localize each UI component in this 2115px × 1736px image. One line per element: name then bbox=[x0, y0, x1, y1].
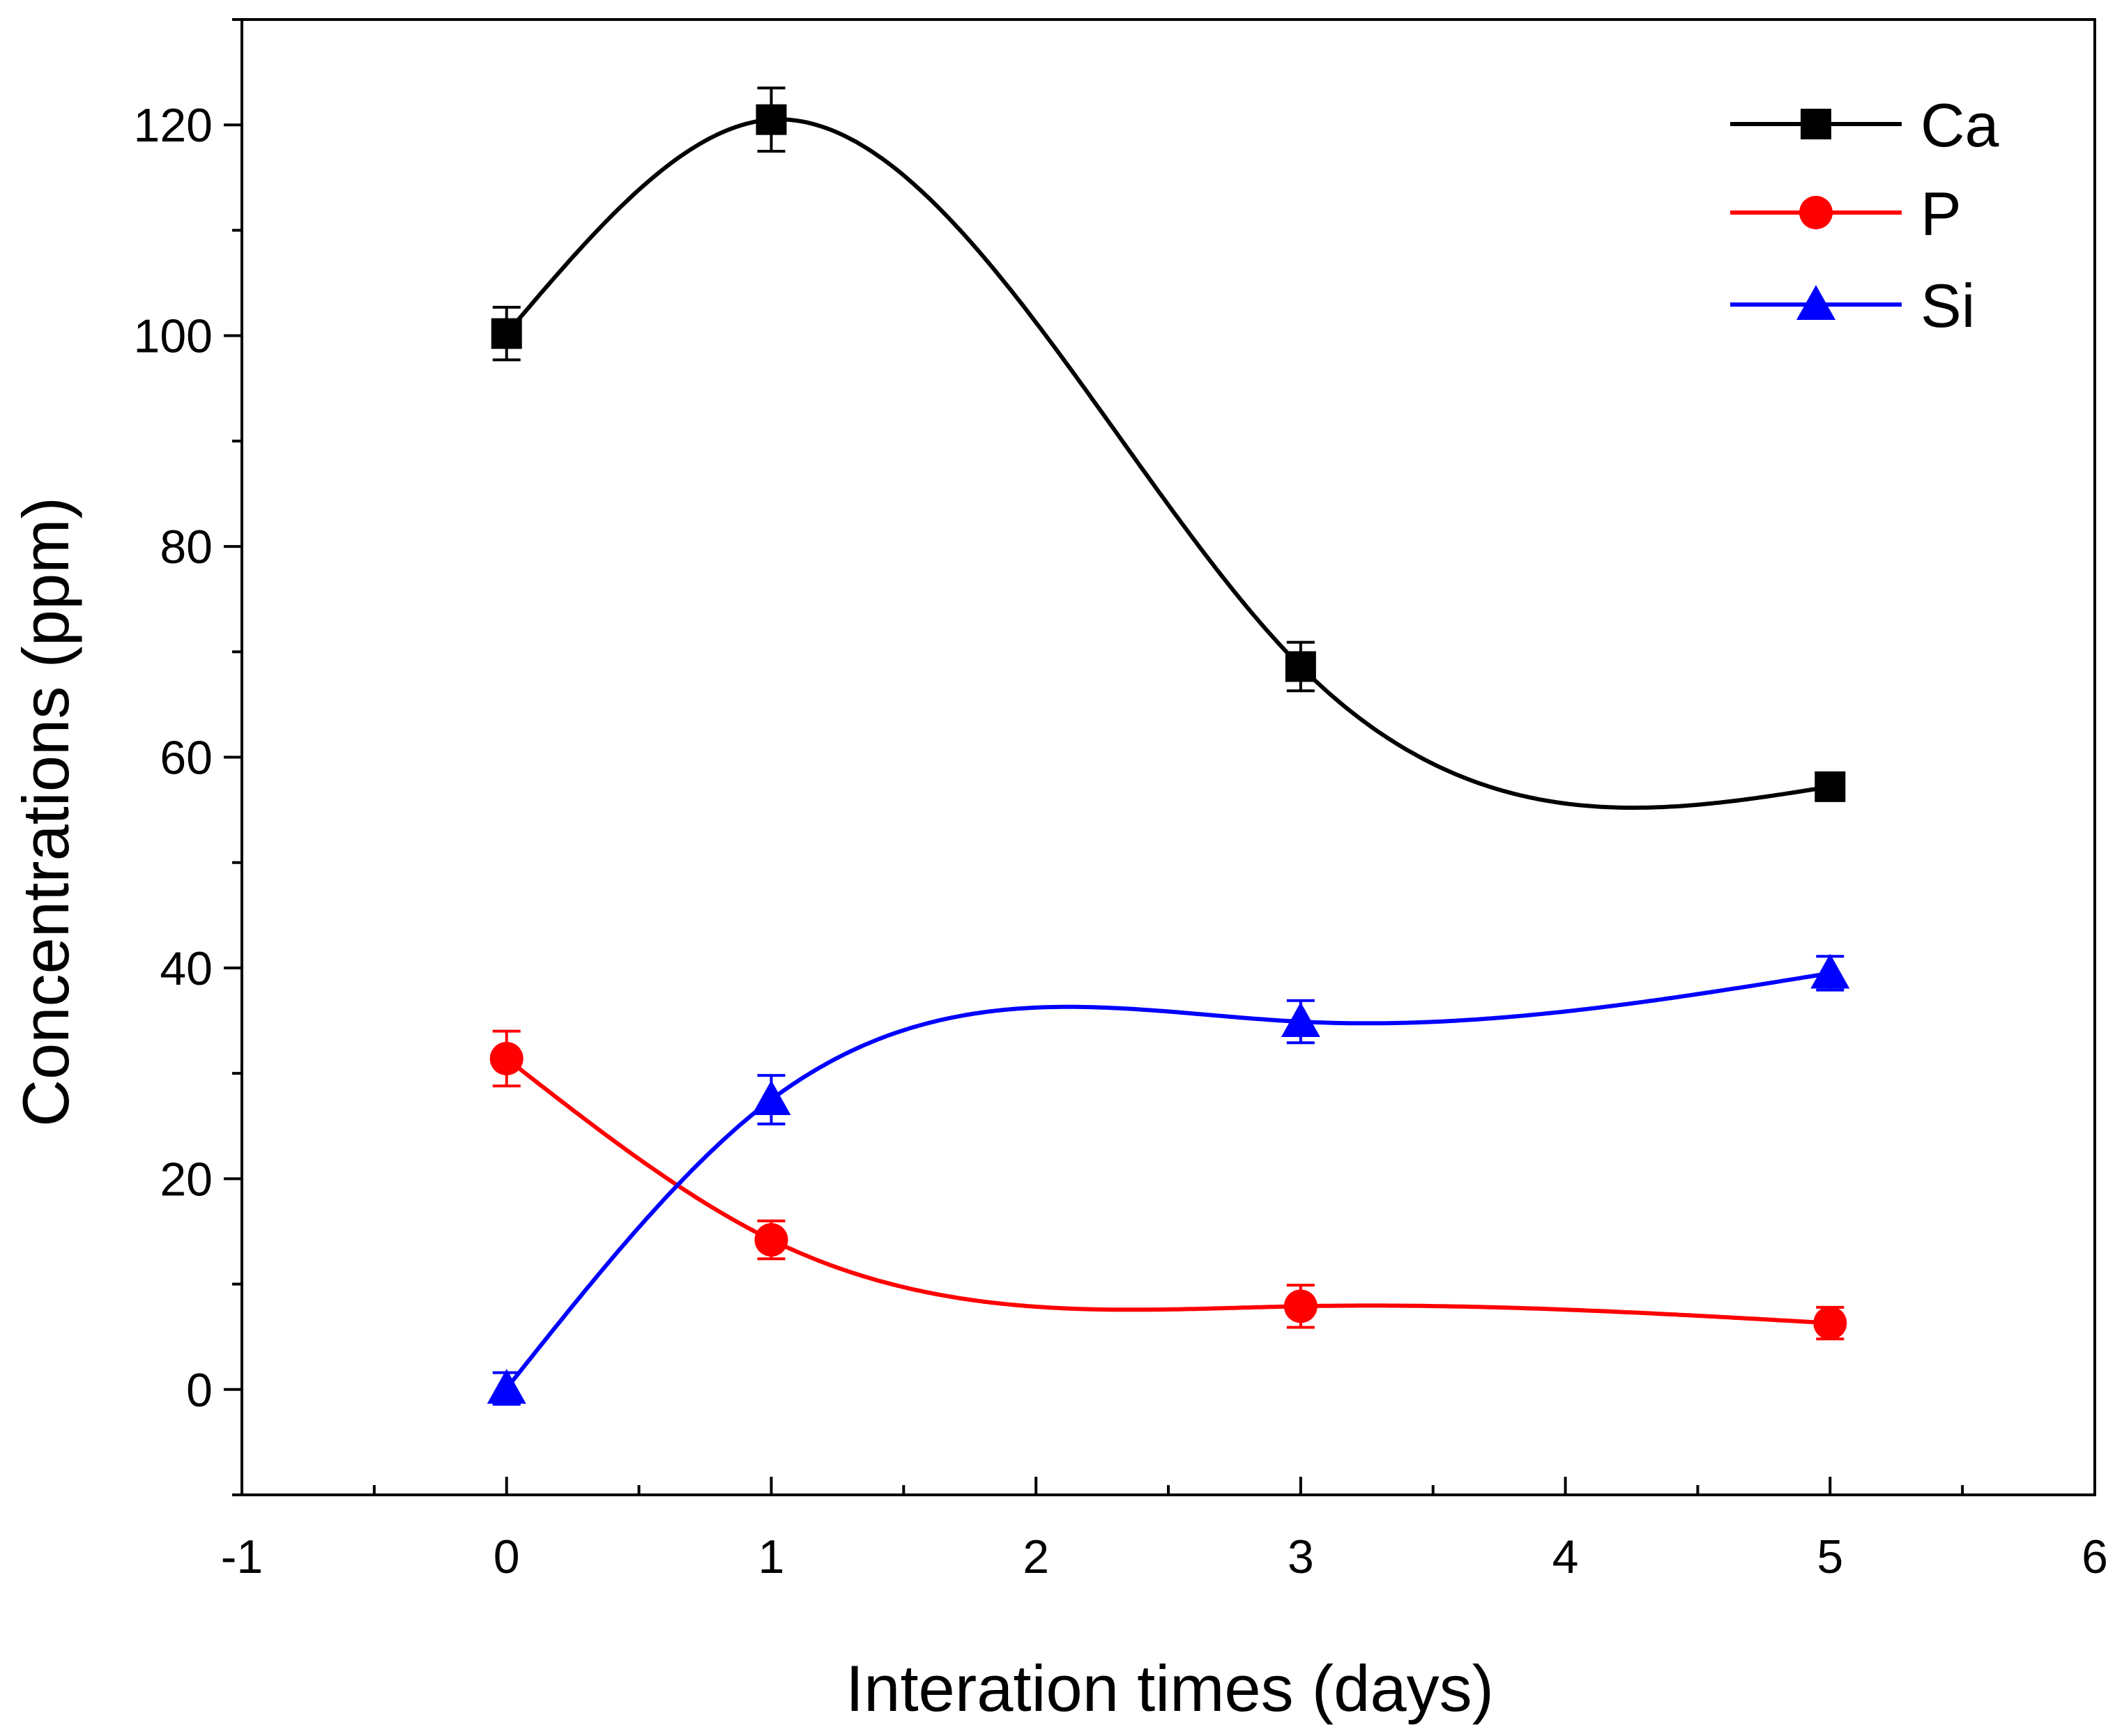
y-tick-label: 120 bbox=[134, 99, 213, 152]
y-tick-label: 100 bbox=[134, 310, 213, 363]
data-point-si bbox=[1281, 1002, 1320, 1038]
data-point-si bbox=[1810, 953, 1850, 989]
legend-item-p: P bbox=[1730, 179, 1962, 248]
data-point-p bbox=[754, 1223, 788, 1257]
legend-marker-ca bbox=[1801, 109, 1831, 139]
y-tick-label: 80 bbox=[160, 521, 213, 574]
legend-label-ca: Ca bbox=[1921, 91, 1999, 160]
data-point-p bbox=[489, 1041, 524, 1075]
y-tick-label: 40 bbox=[160, 942, 213, 995]
legend-label-p: P bbox=[1921, 179, 1962, 248]
series-p bbox=[489, 1029, 1847, 1341]
series-ca bbox=[491, 86, 1846, 810]
data-point-p bbox=[1283, 1289, 1318, 1323]
legend-label-si: Si bbox=[1921, 271, 1975, 340]
y-tick-label: 0 bbox=[186, 1364, 213, 1417]
x-tick-label: 4 bbox=[1552, 1530, 1579, 1583]
series-si bbox=[487, 953, 1850, 1406]
x-tick-label: 6 bbox=[2082, 1530, 2108, 1583]
data-point-ca bbox=[491, 318, 522, 349]
data-point-si bbox=[487, 1369, 526, 1404]
x-tick-label: 0 bbox=[494, 1530, 520, 1583]
legend-item-si: Si bbox=[1730, 271, 1975, 340]
y-tick-label: 20 bbox=[160, 1153, 213, 1206]
x-tick-label: 3 bbox=[1288, 1530, 1314, 1583]
legend-item-ca: Ca bbox=[1730, 91, 1999, 160]
series-p-line bbox=[505, 1057, 1831, 1326]
legend-marker-p bbox=[1799, 196, 1833, 229]
series-layer bbox=[487, 86, 1850, 1406]
y-axis-title: Concentrations (ppm) bbox=[9, 497, 82, 1127]
x-tick-label: 1 bbox=[758, 1530, 785, 1583]
data-point-si bbox=[751, 1080, 791, 1115]
y-tick-label: 60 bbox=[160, 732, 213, 785]
data-point-ca bbox=[1815, 771, 1846, 802]
series-si-line bbox=[505, 971, 1831, 1390]
series-ca-line bbox=[505, 117, 1831, 810]
data-point-ca bbox=[756, 104, 787, 135]
x-tick-label: 5 bbox=[1817, 1530, 1843, 1583]
data-point-ca bbox=[1285, 651, 1316, 682]
x-axis-title: Interation times (days) bbox=[846, 1652, 1494, 1725]
legend-marker-si bbox=[1796, 285, 1835, 320]
x-tick-label: -1 bbox=[221, 1530, 263, 1583]
x-tick-label: 2 bbox=[1023, 1530, 1049, 1583]
legend: Ca P Si bbox=[1730, 91, 1999, 340]
data-point-p bbox=[1813, 1306, 1847, 1340]
